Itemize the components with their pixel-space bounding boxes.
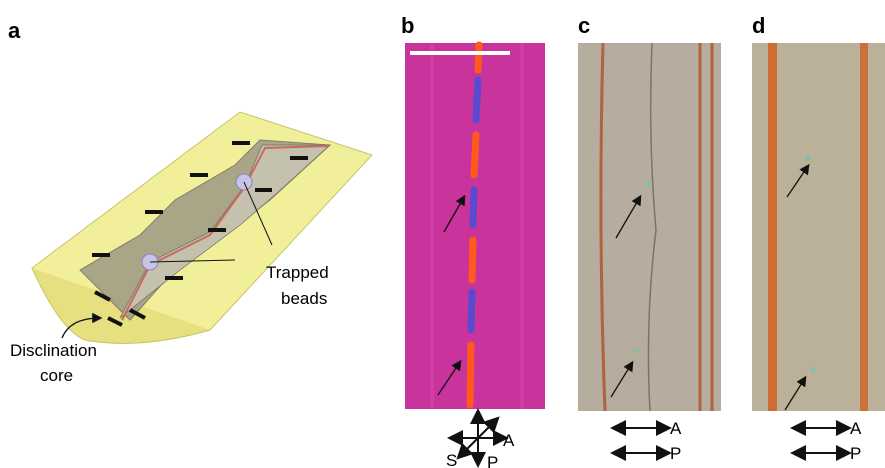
panel-label: d <box>752 13 765 38</box>
figure: a Trapped beads Disclination core b <box>0 0 885 468</box>
polarizer-label: S <box>446 451 457 468</box>
callout-label: Disclination <box>10 341 97 360</box>
micrograph <box>578 43 721 411</box>
callout-label: Trapped <box>266 263 329 282</box>
polarizer-label: P <box>487 453 498 468</box>
wedge-illustration <box>32 112 372 343</box>
polarizer-label: A <box>850 419 862 438</box>
panel-label: a <box>8 18 21 43</box>
panel-label: c <box>578 13 590 38</box>
polarizer-symbol <box>798 428 844 453</box>
micrograph <box>405 43 545 409</box>
polarizer-label: A <box>503 431 515 450</box>
micrograph <box>752 43 885 411</box>
polarizer-label: P <box>850 444 861 463</box>
polarizer-label: P <box>670 444 681 463</box>
callout-label: beads <box>281 289 327 308</box>
callout-label: core <box>40 366 73 385</box>
panel-label: b <box>401 13 414 38</box>
polarizer-label: A <box>670 419 682 438</box>
polarizer-symbol <box>618 428 664 453</box>
